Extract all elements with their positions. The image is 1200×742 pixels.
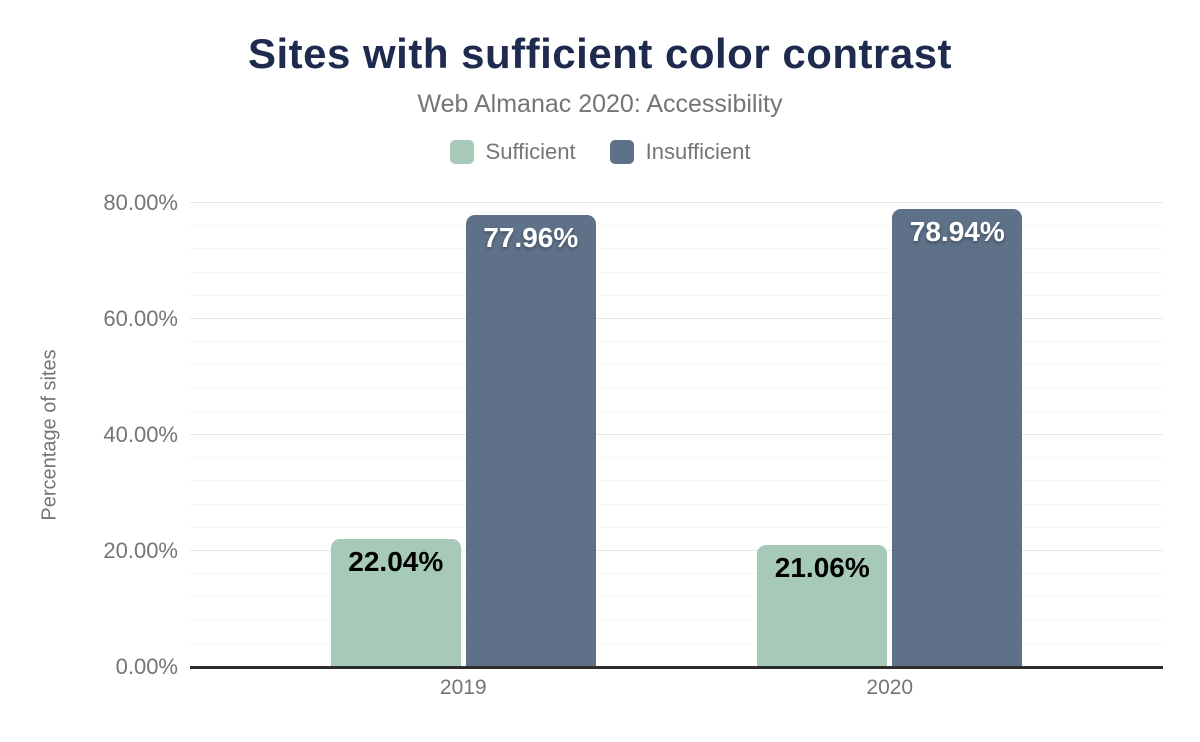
bar-sufficient-2020: 21.06% [757, 544, 888, 667]
chart-title: Sites with sufficient color contrast [247, 30, 953, 77]
bar-sufficient-2019: 22.04% [330, 539, 461, 667]
gridline-24 [190, 526, 1163, 528]
x-axis-labels: 2019 2020 [190, 676, 1163, 700]
gridline-40 [190, 434, 1163, 435]
bar-value-label: 22.04% [348, 546, 444, 578]
gridline-48 [190, 387, 1163, 389]
gridline-44 [190, 410, 1163, 412]
y-tick-label-0: 0.00% [115, 654, 178, 679]
bar-value-label: 77.96% [483, 221, 579, 253]
bar-group-2020: 21.06% 78.94% [757, 203, 1023, 667]
gridline-20 [190, 550, 1163, 551]
y-tick-label-20: 20.00% [103, 538, 178, 563]
x-axis-line [190, 666, 1163, 669]
gridline-68 [190, 271, 1163, 273]
gridline-52 [190, 364, 1163, 366]
gridline-4 [190, 642, 1163, 644]
gridline-60 [190, 318, 1163, 319]
gridline-76 [190, 225, 1163, 227]
bar-value-label: 21.06% [774, 551, 870, 583]
gridline-8 [190, 619, 1163, 621]
legend-item-insufficient: Insufficient [609, 139, 751, 165]
gridline-64 [190, 294, 1163, 296]
bar-insufficient-2020: 78.94% [892, 209, 1023, 667]
gridline-32 [190, 480, 1163, 482]
y-axis-labels: 0.00% 20.00% 40.00% 60.00% 80.00% [0, 190, 178, 679]
y-tick-label-60: 60.00% [103, 306, 178, 331]
legend-swatch-sufficient-icon [449, 140, 474, 164]
legend-label-sufficient: Sufficient [485, 139, 576, 164]
plot-area: 22.04% 77.96% 21.06% 78.94% [190, 202, 1163, 669]
gridline-72 [190, 248, 1163, 250]
legend: Sufficient Insufficient [0, 139, 1200, 165]
bar-value-label: 78.94% [909, 216, 1005, 248]
legend-item-sufficient: Sufficient [449, 139, 576, 165]
gridlines [190, 202, 1163, 667]
gridline-36 [190, 457, 1163, 459]
y-tick-label-80: 80.00% [103, 190, 178, 215]
chart-subtitle: Web Almanac 2020: Accessibility [417, 90, 783, 118]
gridline-28 [190, 503, 1163, 505]
legend-swatch-insufficient-icon [609, 140, 634, 164]
x-tick-label-2020: 2020 [866, 676, 914, 699]
bar-insufficient-2019: 77.96% [465, 214, 596, 667]
gridline-16 [190, 573, 1163, 575]
gridline-80 [190, 202, 1163, 203]
bar-group-2019: 22.04% 77.96% [330, 203, 596, 667]
gridline-56 [190, 341, 1163, 343]
y-tick-label-40: 40.00% [103, 422, 178, 447]
gridline-12 [190, 596, 1163, 598]
bar-groups: 22.04% 77.96% 21.06% 78.94% [190, 203, 1163, 667]
legend-label-insufficient: Insufficient [645, 139, 751, 164]
x-tick-label-2019: 2019 [439, 676, 487, 699]
